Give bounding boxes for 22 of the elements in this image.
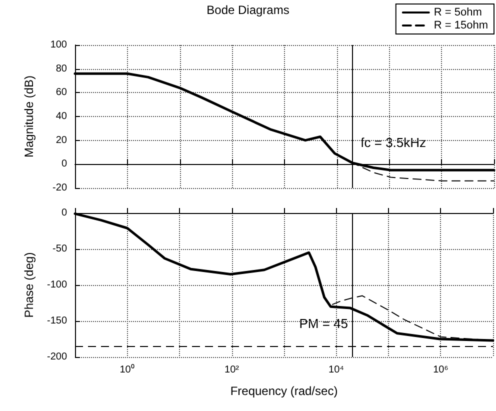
legend-label: R = 5ohm bbox=[434, 6, 482, 18]
y-tick-label: -200 bbox=[46, 352, 68, 362]
x-tick-label: 10⁰ bbox=[120, 364, 135, 376]
y-tick-label: 80 bbox=[56, 63, 68, 74]
y-tick-label: 100 bbox=[50, 40, 68, 50]
y-axis-title: Phase (deg) bbox=[22, 252, 36, 318]
y-tick-label: -100 bbox=[46, 280, 68, 290]
y-tick-label: 60 bbox=[56, 87, 68, 98]
x-tick-label: 10⁴ bbox=[328, 364, 344, 376]
y-tick-label: 20 bbox=[56, 134, 68, 146]
y-tick-label: -50 bbox=[52, 244, 68, 254]
y-tick-label: 0 bbox=[61, 208, 68, 218]
legend-label: R = 15ohm bbox=[434, 20, 488, 32]
x-tick-label: 10² bbox=[224, 364, 240, 376]
y-tick-label: -20 bbox=[52, 182, 68, 194]
x-axis-title: Frequency (rad/sec) bbox=[230, 384, 338, 398]
x-tick-label: 10⁶ bbox=[433, 364, 448, 376]
y-axis-title: Magnitude (dB) bbox=[22, 75, 36, 158]
y-tick-label: 0 bbox=[61, 158, 68, 170]
chart-title: Bode Diagrams bbox=[206, 3, 290, 17]
y-tick-label: 40 bbox=[56, 111, 68, 122]
y-tick-label: -150 bbox=[46, 316, 68, 326]
